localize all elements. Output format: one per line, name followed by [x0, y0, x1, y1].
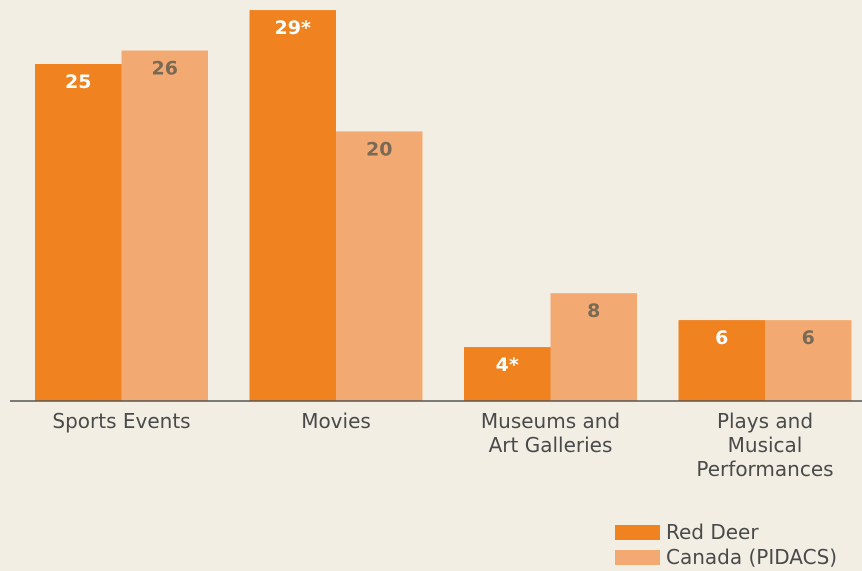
value-label: 6	[715, 327, 728, 349]
bar	[249, 10, 336, 402]
bar	[121, 50, 208, 402]
value-label: 26	[152, 58, 178, 80]
x-tick-label: Movies	[301, 409, 371, 433]
value-label: 6	[802, 327, 815, 349]
bar	[464, 347, 551, 401]
legend-label: Canada (PIDACS)	[666, 545, 837, 569]
legend-swatch	[615, 525, 660, 540]
legend-swatch	[615, 550, 660, 565]
value-label: 4*	[496, 354, 519, 376]
bar	[765, 320, 852, 401]
legend-label: Red Deer	[666, 520, 759, 544]
x-tick-label: Sports Events	[52, 409, 190, 433]
x-tick-label: Museums and Art Galleries	[481, 409, 620, 457]
bar	[550, 293, 637, 401]
value-label: 8	[587, 300, 600, 322]
x-tick-label: Plays and Musical Performances	[696, 409, 833, 481]
bar	[336, 131, 423, 401]
value-label: 25	[65, 71, 91, 93]
value-label: 20	[366, 138, 392, 160]
value-label: 29*	[275, 17, 311, 39]
bar	[678, 320, 765, 401]
bar	[35, 64, 122, 401]
